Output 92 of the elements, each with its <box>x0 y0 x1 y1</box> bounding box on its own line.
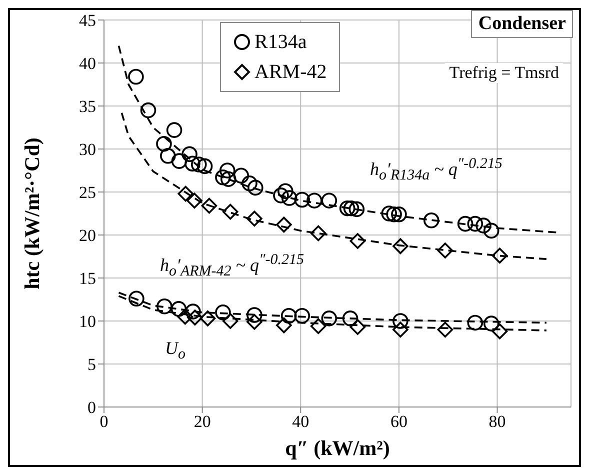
point <box>381 206 398 222</box>
point <box>248 180 264 196</box>
x-tick-label: 40 <box>292 412 310 432</box>
point <box>392 313 408 329</box>
point <box>483 222 500 239</box>
point <box>342 310 358 326</box>
x-tick-label: 20 <box>194 412 211 432</box>
y-axis-title: htc (kW/m²·°Cd) <box>20 138 44 290</box>
point <box>201 198 218 214</box>
point <box>171 153 188 169</box>
y-tick-label: 40 <box>79 54 96 74</box>
point <box>166 122 182 138</box>
point <box>196 158 213 174</box>
annotation: Trefrig = Tmsrd <box>445 63 563 83</box>
point <box>233 168 250 184</box>
y-tick-label: 35 <box>79 97 96 116</box>
point <box>160 148 176 164</box>
point <box>391 206 407 222</box>
point <box>281 190 298 206</box>
point <box>186 192 202 208</box>
point <box>280 308 297 324</box>
legend-label: ARM-42 <box>254 60 327 85</box>
point <box>348 201 365 218</box>
point <box>310 225 326 242</box>
point <box>246 210 262 227</box>
point <box>182 146 198 162</box>
x-axis-title: q″ (kW/m²) <box>285 436 390 460</box>
point <box>306 192 322 208</box>
point <box>423 212 440 228</box>
point <box>310 318 326 334</box>
point <box>276 317 292 334</box>
point <box>294 308 310 324</box>
y-tick-label: 10 <box>79 312 96 332</box>
point <box>156 298 172 314</box>
point <box>177 308 194 325</box>
point <box>184 156 200 172</box>
point <box>276 216 292 233</box>
y-tick-label: 0 <box>88 398 96 418</box>
point <box>128 68 144 85</box>
point <box>178 186 194 202</box>
point <box>350 233 366 249</box>
y-tick-label: 25 <box>79 183 96 202</box>
legend-label: R134a <box>254 30 307 55</box>
point <box>273 188 289 204</box>
point <box>392 322 408 338</box>
point <box>437 322 454 338</box>
point <box>492 248 508 264</box>
point <box>140 102 156 118</box>
point <box>467 216 484 232</box>
point <box>190 156 207 172</box>
y-tick-label: 20 <box>79 226 96 246</box>
x-tick-label: 0 <box>100 412 108 432</box>
point <box>220 171 236 187</box>
point <box>321 310 338 326</box>
point <box>392 238 408 254</box>
point <box>187 310 203 326</box>
point <box>350 319 366 335</box>
point <box>457 216 474 232</box>
point <box>343 200 360 216</box>
annotation: U$_{o}$ <box>165 338 186 364</box>
point <box>170 301 187 317</box>
point <box>200 310 216 326</box>
point <box>156 136 172 152</box>
point <box>277 183 294 200</box>
point <box>467 314 484 331</box>
point <box>215 169 231 186</box>
point <box>476 218 492 234</box>
y-tick-label: 45 <box>79 11 96 30</box>
point <box>242 176 258 192</box>
point <box>219 162 236 178</box>
point <box>294 192 310 208</box>
point <box>321 192 338 208</box>
point <box>185 304 201 320</box>
annotation: h$_{o}$′$_{R134a}$ ~ q$^{″-0.215}$ <box>370 156 502 185</box>
point <box>437 242 454 258</box>
point <box>215 304 231 320</box>
y-tick-label: 30 <box>79 140 96 160</box>
y-tick-label: 5 <box>88 355 96 374</box>
point <box>246 314 262 330</box>
annotation: Condenser <box>471 10 573 38</box>
point <box>246 307 262 323</box>
point <box>222 313 238 329</box>
point <box>339 200 356 216</box>
point <box>222 204 238 220</box>
annotation: h$_{o}$′$_{ARM-42}$ ~ q$^{″-0.215}$ <box>160 252 304 281</box>
point <box>128 290 144 307</box>
point <box>386 206 402 222</box>
point <box>492 323 508 340</box>
x-tick-label: 60 <box>390 412 408 432</box>
point <box>483 316 500 332</box>
y-tick-label: 15 <box>79 269 96 288</box>
x-tick-label: 80 <box>488 412 506 432</box>
